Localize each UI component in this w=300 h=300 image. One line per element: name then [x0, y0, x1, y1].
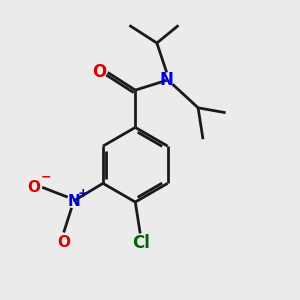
Text: Cl: Cl	[132, 234, 150, 252]
Text: N: N	[160, 71, 174, 89]
Text: O: O	[57, 235, 70, 250]
Text: N: N	[67, 194, 80, 208]
Text: O: O	[92, 64, 106, 82]
Text: +: +	[78, 187, 89, 200]
Text: O: O	[27, 180, 40, 195]
Text: −: −	[41, 171, 51, 184]
